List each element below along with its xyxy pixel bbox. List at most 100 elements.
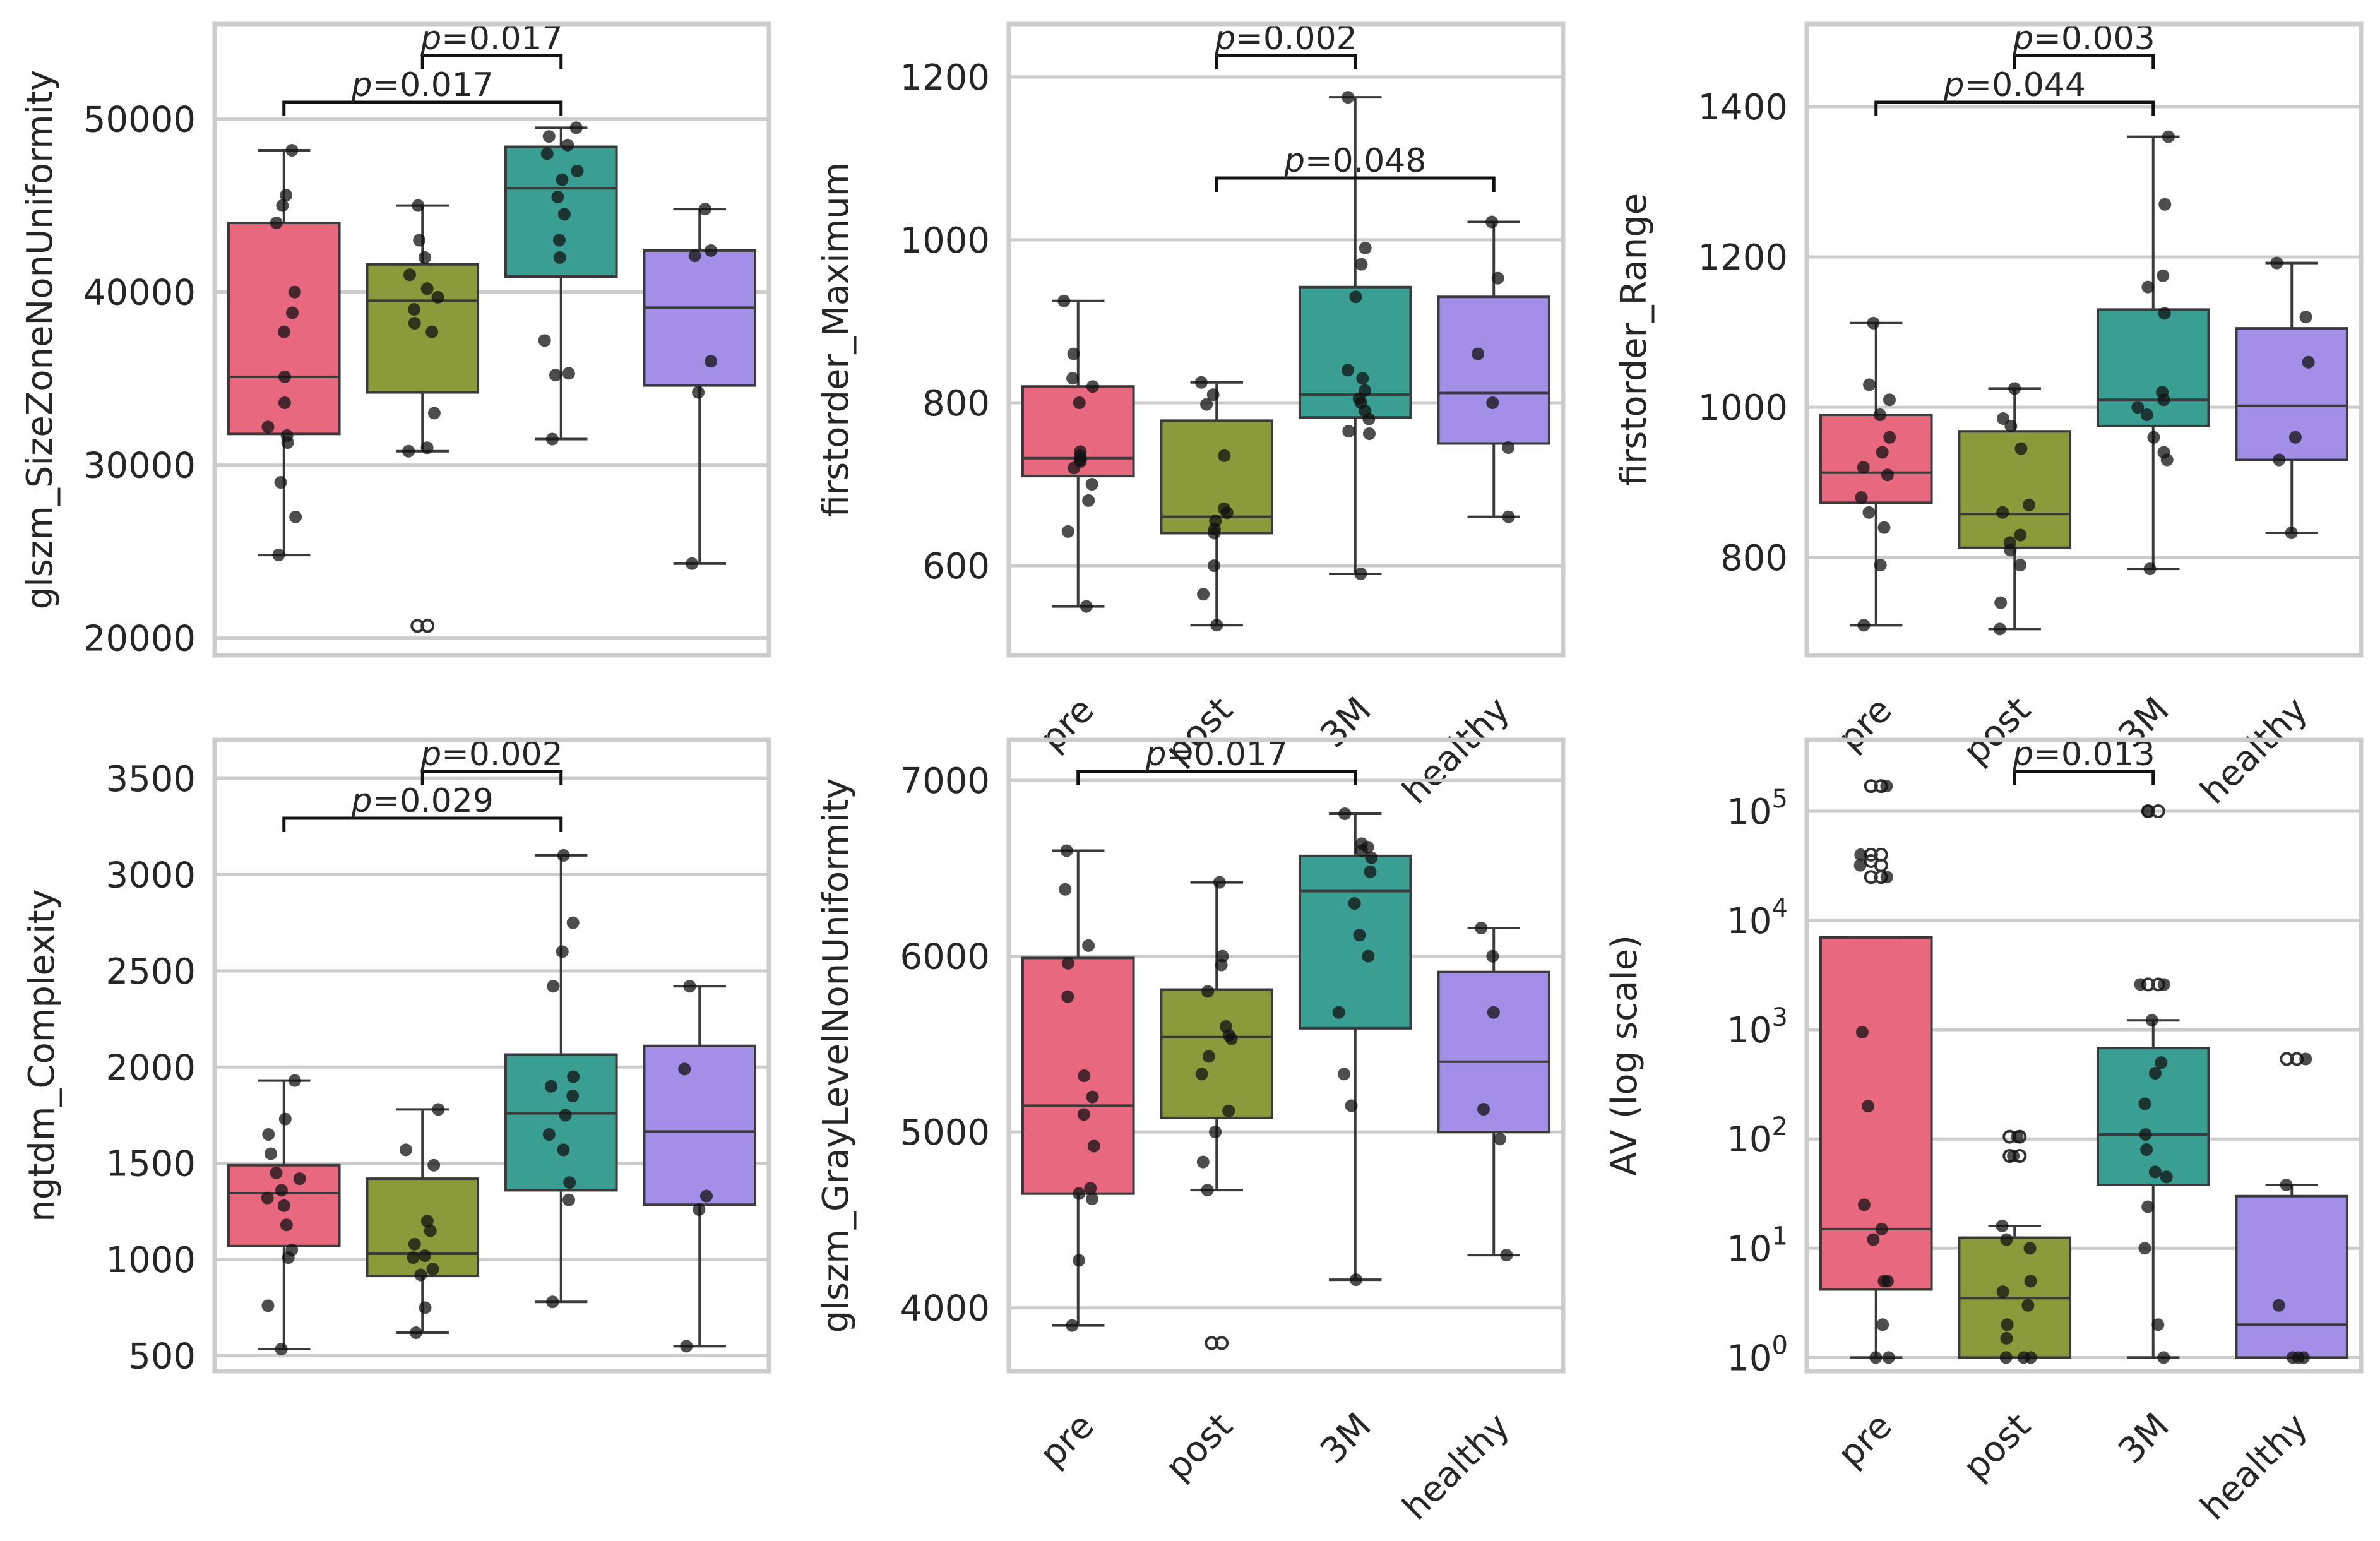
data-point xyxy=(2140,408,2153,422)
data-point xyxy=(553,251,566,264)
data-point xyxy=(705,355,718,368)
data-point xyxy=(399,1143,412,1157)
box-post xyxy=(1160,381,1274,627)
data-point xyxy=(563,1176,576,1189)
box-3M xyxy=(2096,135,2210,571)
data-point xyxy=(2285,526,2298,539)
plot-frame xyxy=(1006,21,1566,658)
data-point xyxy=(1059,883,1072,896)
bracket-line xyxy=(420,770,563,785)
data-point xyxy=(1082,494,1095,507)
data-point xyxy=(262,1128,275,1141)
data-point xyxy=(1857,619,1871,632)
data-point xyxy=(1342,425,1355,438)
box-body xyxy=(1437,970,1551,1134)
data-point xyxy=(2000,1331,2013,1345)
x-category-label: healthy xyxy=(1395,689,1518,812)
data-point xyxy=(1862,506,1876,519)
data-point xyxy=(571,164,584,177)
data-point xyxy=(1996,1219,2009,1232)
data-point xyxy=(1218,449,1231,462)
flier-point xyxy=(1215,1336,1229,1350)
data-point xyxy=(1355,844,1368,857)
box-healthy xyxy=(2235,261,2349,534)
data-point xyxy=(1875,1222,1888,1235)
data-point xyxy=(1073,396,1086,409)
data-point xyxy=(403,268,416,282)
panel-firstorder-maximum: 600 800 1000 1200 firstorder_Maximum p=0.002 p… xyxy=(816,20,1566,812)
data-point xyxy=(1996,506,2009,519)
data-point xyxy=(693,1203,706,1216)
data-point xyxy=(2299,311,2312,324)
panel-av-log-scale: 100 101 102 103 104 105 AV (log scale) p=0.013 p… xyxy=(1604,735,2364,1528)
data-point xyxy=(546,1295,559,1309)
x-category-label: 3M xyxy=(2110,1405,2177,1472)
data-point xyxy=(270,1166,283,1179)
data-point xyxy=(275,1342,288,1355)
data-point xyxy=(418,251,431,264)
data-point xyxy=(680,1340,693,1353)
data-point xyxy=(2297,1351,2310,1364)
data-point xyxy=(2004,419,2018,432)
data-point xyxy=(2008,382,2021,395)
data-point xyxy=(426,1263,439,1276)
box-3M xyxy=(504,854,618,1304)
data-point xyxy=(407,1251,420,1264)
data-point xyxy=(1472,347,1485,360)
box-pre xyxy=(1819,779,1933,1359)
data-point xyxy=(2004,544,2017,557)
x-category-label: pre xyxy=(1032,689,1102,759)
data-point xyxy=(425,325,439,338)
panel-ngtdm-complexity: 500 1000 1500 2000 2500 3000 3500 ngtdm_Complex… xyxy=(21,735,771,1377)
data-point xyxy=(1994,596,2008,609)
data-point xyxy=(1341,364,1354,377)
y-tick-label: 3500 xyxy=(105,759,196,800)
data-point xyxy=(1477,1102,1490,1116)
bracket-line xyxy=(1215,176,1496,192)
data-point xyxy=(1222,1104,1235,1117)
y-tick-label: 1500 xyxy=(105,1144,196,1185)
data-point xyxy=(1876,1318,1889,1331)
data-point xyxy=(1349,1273,1362,1287)
data-point xyxy=(2151,1318,2165,1331)
x-category-label: pre xyxy=(1830,1405,1900,1475)
data-point xyxy=(414,1268,427,1282)
data-point xyxy=(1353,929,1366,942)
data-point xyxy=(1863,378,1876,391)
box-body xyxy=(1298,854,1412,1030)
data-point xyxy=(2141,1200,2155,1213)
data-point xyxy=(2155,1056,2168,1069)
data-point xyxy=(1082,939,1095,952)
data-point xyxy=(557,1143,570,1157)
data-point xyxy=(1067,347,1080,360)
data-point xyxy=(1086,1090,1099,1104)
data-point xyxy=(2148,1067,2162,1080)
data-point xyxy=(276,199,289,212)
data-point xyxy=(2286,1351,2299,1364)
data-point xyxy=(1354,567,1367,580)
data-point xyxy=(2272,1299,2285,1312)
data-point xyxy=(1080,600,1093,613)
data-point xyxy=(1365,851,1378,864)
plot-frame xyxy=(1006,737,1566,1374)
data-point xyxy=(1857,1198,1871,1211)
data-point xyxy=(540,147,554,160)
data-point xyxy=(409,1326,422,1340)
data-point xyxy=(1195,1068,1208,1081)
data-point xyxy=(561,138,574,152)
data-point xyxy=(1066,372,1080,385)
data-point xyxy=(2299,1052,2312,1066)
box-body xyxy=(2235,1194,2349,1359)
data-point xyxy=(569,121,583,134)
data-point xyxy=(705,244,718,257)
y-tick-label: 20000 xyxy=(83,619,196,660)
data-point xyxy=(557,208,571,221)
y-tick-label: 600 xyxy=(922,546,990,587)
data-point xyxy=(1867,1233,1880,1246)
data-point xyxy=(547,980,560,993)
data-point xyxy=(1061,990,1074,1003)
y-tick-label: 103 xyxy=(1727,1003,1788,1051)
data-point xyxy=(2024,1351,2037,1364)
data-point xyxy=(420,441,434,455)
